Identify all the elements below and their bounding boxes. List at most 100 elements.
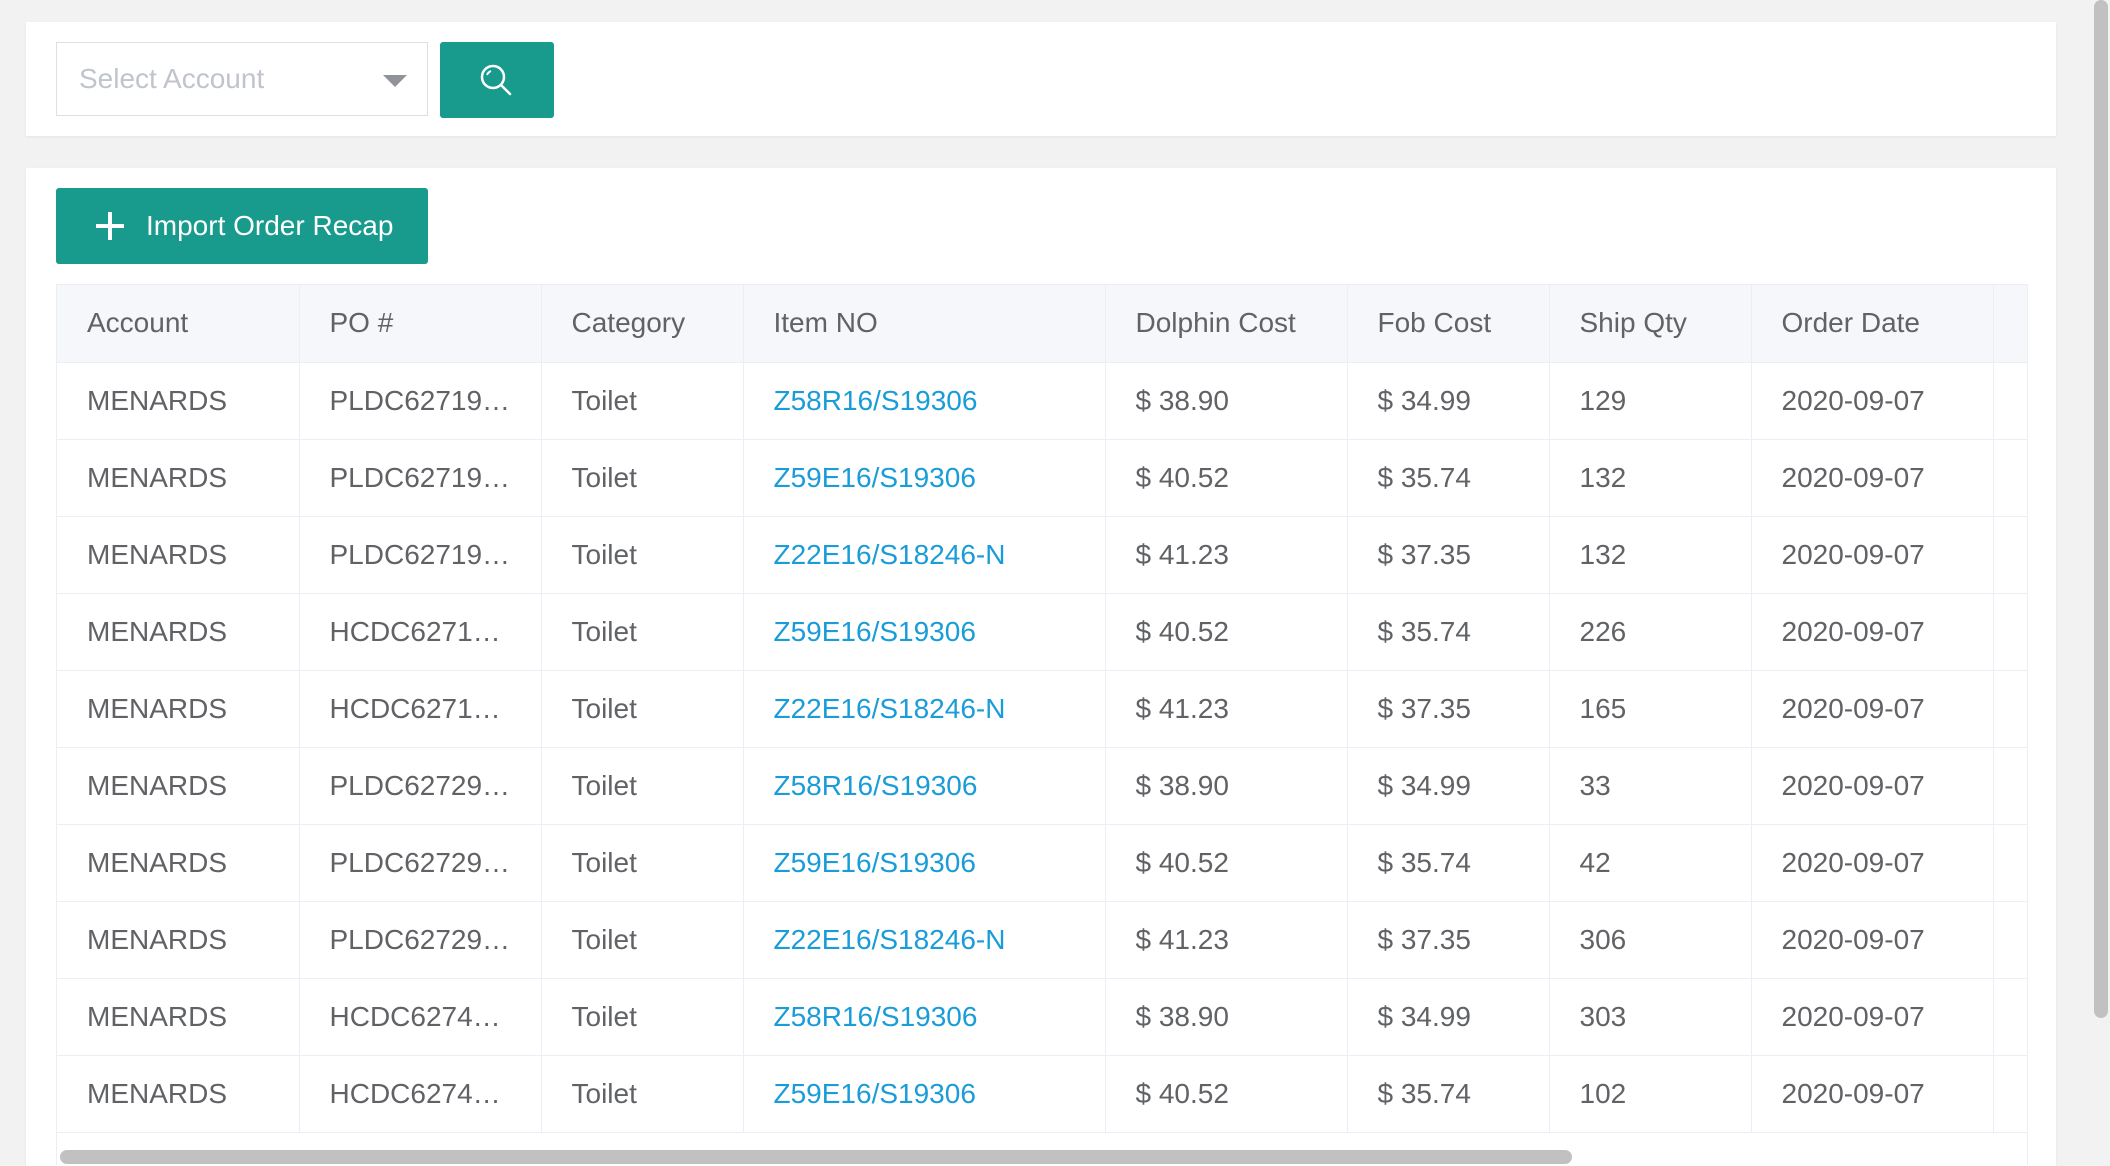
cell-dolphin-cost: $ 38.90: [1105, 978, 1348, 1056]
import-order-recap-label: Import Order Recap: [146, 210, 394, 241]
item-no-link[interactable]: Z22E16/S18246-N: [773, 692, 1006, 724]
item-no-link[interactable]: Z58R16/S19306: [773, 769, 978, 801]
cell-item-no: Z22E16/S18246-N: [743, 516, 1106, 594]
cell-order-date: 2020-09-07: [1751, 747, 1994, 825]
table-row[interactable]: MENARDS HCDC6274… Toilet Z59E16/S19306 $…: [57, 1055, 2027, 1133]
orders-table: Account PO # Category Item NO Dolphin Co…: [57, 285, 2027, 1133]
orders-table-wrapper[interactable]: Account PO # Category Item NO Dolphin Co…: [56, 284, 2028, 1165]
cell-order-date: 2020-09-07: [1751, 1055, 1994, 1133]
column-header-po[interactable]: PO #: [299, 285, 542, 363]
cell-fob-cost: $ 34.99: [1347, 747, 1550, 825]
cell-po: PLDC62719…: [299, 516, 542, 594]
cell-item-no: Z58R16/S19306: [743, 362, 1106, 440]
column-header-ship-qty[interactable]: Ship Qty: [1549, 285, 1752, 363]
cell-ship-qty: 226: [1549, 593, 1752, 671]
cell-category: Toilet: [541, 593, 744, 671]
column-header-dolphin-cost[interactable]: Dolphin Cost: [1105, 285, 1348, 363]
filter-card: Select Account: [26, 22, 2056, 136]
search-button[interactable]: [440, 42, 554, 118]
table-row[interactable]: MENARDS PLDC62719… Toilet Z58R16/S19306 …: [57, 362, 2027, 440]
item-no-link[interactable]: Z59E16/S19306: [773, 1077, 976, 1109]
cell-po: PLDC62719…: [299, 439, 542, 517]
cell-fob-cost: $ 35.74: [1347, 1055, 1550, 1133]
column-header-overflow: [1993, 285, 2027, 363]
cell-po: HCDC6274…: [299, 1055, 542, 1133]
plus-icon: [96, 212, 124, 240]
import-order-recap-button[interactable]: Import Order Recap: [56, 188, 428, 264]
item-no-link[interactable]: Z22E16/S18246-N: [773, 923, 1006, 955]
cell-overflow: [1993, 824, 2027, 902]
cell-overflow: [1993, 978, 2027, 1056]
search-icon: [480, 64, 512, 96]
cell-ship-qty: 42: [1549, 824, 1752, 902]
table-row[interactable]: MENARDS PLDC62729… Toilet Z59E16/S19306 …: [57, 824, 2027, 902]
cell-po: HCDC6271…: [299, 670, 542, 748]
cell-fob-cost: $ 35.74: [1347, 593, 1550, 671]
cell-ship-qty: 132: [1549, 439, 1752, 517]
cell-dolphin-cost: $ 40.52: [1105, 1055, 1348, 1133]
cell-po: HCDC6274…: [299, 978, 542, 1056]
cell-dolphin-cost: $ 40.52: [1105, 439, 1348, 517]
cell-fob-cost: $ 37.35: [1347, 670, 1550, 748]
cell-order-date: 2020-09-07: [1751, 593, 1994, 671]
item-no-link[interactable]: Z22E16/S18246-N: [773, 538, 1006, 570]
cell-overflow: [1993, 362, 2027, 440]
cell-ship-qty: 132: [1549, 516, 1752, 594]
cell-overflow: [1993, 670, 2027, 748]
account-select[interactable]: Select Account: [56, 42, 428, 116]
cell-order-date: 2020-09-07: [1751, 670, 1994, 748]
cell-item-no: Z22E16/S18246-N: [743, 901, 1106, 979]
item-no-link[interactable]: Z58R16/S19306: [773, 1000, 978, 1032]
cell-category: Toilet: [541, 516, 744, 594]
cell-item-no: Z59E16/S19306: [743, 824, 1106, 902]
account-select-placeholder: Select Account: [79, 63, 265, 94]
cell-fob-cost: $ 37.35: [1347, 516, 1550, 594]
cell-dolphin-cost: $ 41.23: [1105, 516, 1348, 594]
column-header-order-date[interactable]: Order Date: [1751, 285, 1994, 363]
column-header-account[interactable]: Account: [57, 285, 300, 363]
column-header-item-no[interactable]: Item NO: [743, 285, 1106, 363]
cell-item-no: Z59E16/S19306: [743, 593, 1106, 671]
item-no-link[interactable]: Z58R16/S19306: [773, 384, 978, 416]
cell-order-date: 2020-09-07: [1751, 362, 1994, 440]
cell-dolphin-cost: $ 41.23: [1105, 670, 1348, 748]
cell-category: Toilet: [541, 1055, 744, 1133]
table-row[interactable]: MENARDS HCDC6271… Toilet Z22E16/S18246-N…: [57, 670, 2027, 748]
table-row[interactable]: MENARDS PLDC62719… Toilet Z22E16/S18246-…: [57, 516, 2027, 594]
cell-fob-cost: $ 35.74: [1347, 824, 1550, 902]
column-header-category[interactable]: Category: [541, 285, 744, 363]
horizontal-scrollbar-thumb[interactable]: [60, 1150, 1572, 1164]
column-header-fob-cost[interactable]: Fob Cost: [1347, 285, 1550, 363]
table-row[interactable]: MENARDS PLDC62719… Toilet Z59E16/S19306 …: [57, 439, 2027, 517]
cell-dolphin-cost: $ 38.90: [1105, 747, 1348, 825]
chevron-down-icon: [383, 75, 407, 87]
cell-item-no: Z58R16/S19306: [743, 978, 1106, 1056]
cell-account: MENARDS: [57, 978, 300, 1056]
cell-overflow: [1993, 593, 2027, 671]
cell-ship-qty: 165: [1549, 670, 1752, 748]
cell-item-no: Z59E16/S19306: [743, 439, 1106, 517]
cell-order-date: 2020-09-07: [1751, 978, 1994, 1056]
table-row[interactable]: MENARDS PLDC62729… Toilet Z22E16/S18246-…: [57, 901, 2027, 979]
cell-overflow: [1993, 901, 2027, 979]
item-no-link[interactable]: Z59E16/S19306: [773, 846, 976, 878]
cell-ship-qty: 129: [1549, 362, 1752, 440]
vertical-scrollbar-thumb[interactable]: [2094, 0, 2108, 1018]
table-row[interactable]: MENARDS HCDC6274… Toilet Z58R16/S19306 $…: [57, 978, 2027, 1056]
item-no-link[interactable]: Z59E16/S19306: [773, 461, 976, 493]
cell-order-date: 2020-09-07: [1751, 516, 1994, 594]
table-row[interactable]: MENARDS PLDC62729… Toilet Z58R16/S19306 …: [57, 747, 2027, 825]
cell-fob-cost: $ 37.35: [1347, 901, 1550, 979]
cell-order-date: 2020-09-07: [1751, 901, 1994, 979]
cell-fob-cost: $ 35.74: [1347, 439, 1550, 517]
cell-account: MENARDS: [57, 901, 300, 979]
cell-account: MENARDS: [57, 747, 300, 825]
table-row[interactable]: MENARDS HCDC6271… Toilet Z59E16/S19306 $…: [57, 593, 2027, 671]
cell-category: Toilet: [541, 747, 744, 825]
cell-item-no: Z58R16/S19306: [743, 747, 1106, 825]
cell-category: Toilet: [541, 978, 744, 1056]
cell-account: MENARDS: [57, 516, 300, 594]
cell-po: PLDC62729…: [299, 824, 542, 902]
item-no-link[interactable]: Z59E16/S19306: [773, 615, 976, 647]
